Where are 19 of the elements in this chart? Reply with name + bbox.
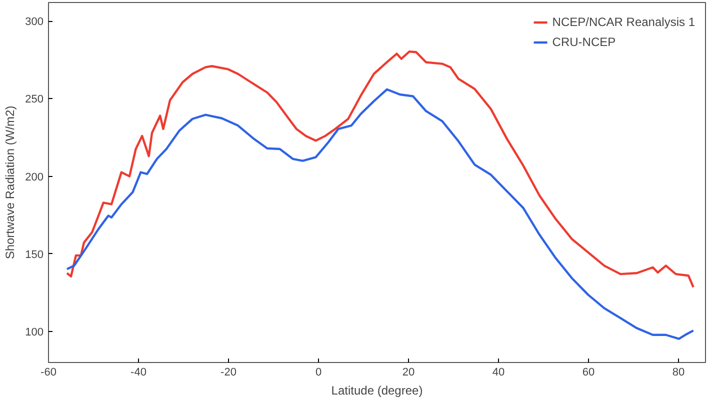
legend-label: NCEP/NCAR Reanalysis 1 xyxy=(552,15,695,29)
x-tick-label: 0 xyxy=(315,366,322,378)
line-series xyxy=(66,50,694,288)
x-tick-label: -20 xyxy=(220,366,236,378)
x-tick-label: 20 xyxy=(402,366,415,378)
x-tick-label: 40 xyxy=(492,366,505,378)
x-tick-label: 60 xyxy=(582,366,595,378)
x-tick-label: 80 xyxy=(672,366,685,378)
y-tick-label: 300 xyxy=(25,16,44,28)
x-tick-label: -40 xyxy=(130,366,146,378)
y-tick-label: 100 xyxy=(25,326,44,338)
y-tick-label: 200 xyxy=(25,171,44,184)
y-axis-title: Shortwave Radiation (W/m2) xyxy=(3,106,18,260)
legend-label: CRU-NCEP xyxy=(552,35,616,49)
y-tick-label: 250 xyxy=(25,94,44,106)
x-axis-title: Latitude (degree) xyxy=(331,384,423,398)
y-tick-label: 150 xyxy=(25,248,44,261)
x-tick-label: -60 xyxy=(40,366,56,378)
line-series xyxy=(66,88,694,340)
